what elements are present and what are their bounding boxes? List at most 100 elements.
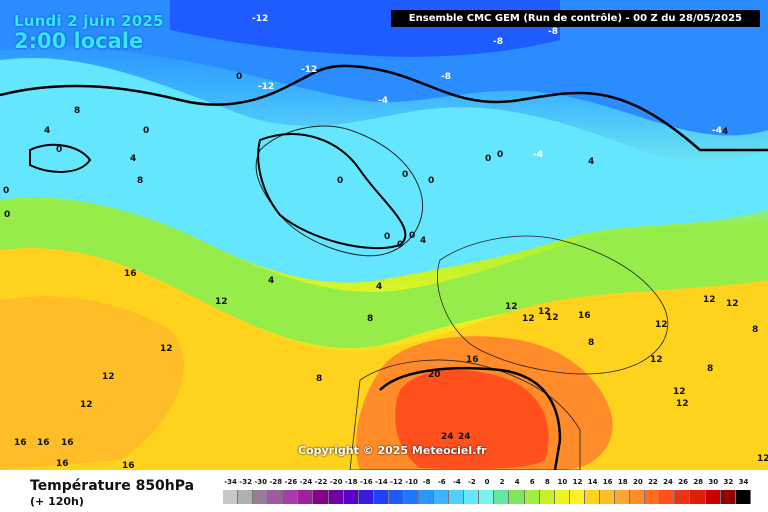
legend-swatch (328, 490, 344, 504)
lead-time: (+ 120h) (30, 495, 84, 508)
legend-ticks: -34 -32 -30 -28 -26 -24 -22 -20 -18 -16 -14 -12 -10-… (223, 478, 751, 488)
legend-swatch (373, 490, 389, 504)
legend-swatch (388, 490, 404, 504)
legend-swatch (449, 490, 465, 504)
legend-swatch (630, 490, 646, 504)
parameter-title: Température 850hPa (30, 478, 195, 494)
temperature-map: Lundi 2 juin 2025 2:00 locale Ensemble C… (0, 0, 768, 470)
isotherm-value-label: 12 (538, 307, 551, 317)
time-label: 2:00 locale (14, 29, 144, 53)
legend-swatch (479, 490, 495, 504)
legend-swatch (358, 490, 374, 504)
isotherm-value-label: 16 (124, 269, 137, 279)
very-hot-zone (395, 369, 549, 470)
legend-tick: 8 (544, 478, 550, 486)
isotherm-value-label: -8 (441, 72, 451, 82)
legend-swatch (419, 490, 435, 504)
legend-tick: 32 (723, 478, 734, 486)
legend-swatch (705, 490, 721, 504)
legend-swatch (494, 490, 510, 504)
legend-swatch (660, 490, 676, 504)
isotherm-value-label: 0 (384, 232, 391, 242)
isotherm-value-label: 12 (102, 372, 115, 382)
legend-tick: 26 (678, 478, 688, 486)
isotherm-value-label: 0 (409, 231, 416, 241)
legend-swatch (584, 490, 600, 504)
isotherm-value-label: 0 (497, 150, 504, 160)
legend-swatch (434, 490, 450, 504)
legend-tick: -2 (468, 478, 476, 486)
color-legend: -34 -32 -30 -28 -26 -24 -22 -20 -18 -16 -14 -12 -10-… (223, 478, 751, 506)
legend-swatch (343, 490, 359, 504)
legend-swatch (690, 490, 706, 504)
isotherm-value-label: 0 (4, 210, 11, 220)
map-canvas (0, 0, 768, 470)
isotherm-value-label: 8 (74, 106, 81, 116)
legend-tick: -28 (269, 478, 283, 486)
isotherm-value-label: 4 (130, 154, 137, 164)
legend-tick: -6 (437, 478, 446, 486)
legend-tick: -30 (254, 478, 268, 486)
isotherm-value-label: -8 (548, 27, 558, 37)
legend-tick: -20 (329, 478, 343, 486)
legend-tick: 14 (587, 478, 598, 486)
isotherm-value-label: 0 (337, 176, 344, 186)
legend-tick: -8 (422, 478, 431, 486)
legend-tick: 12 (572, 478, 583, 486)
isotherm-value-label: 4 (44, 126, 51, 136)
isotherm-value-label: 4 (268, 276, 275, 286)
legend-tick: -22 (314, 478, 328, 486)
isotherm-value-label: 12 (215, 297, 228, 307)
legend-tick: 0 (484, 478, 490, 486)
legend-tick: -24 (299, 478, 313, 486)
legend-color-bar (223, 490, 751, 504)
legend-swatch (615, 490, 631, 504)
legend-tick: 18 (617, 478, 628, 486)
legend-tick: -12 (390, 478, 403, 486)
isotherm-value-label: 16 (56, 459, 69, 469)
isotherm-value-label: 8 (707, 364, 714, 374)
isotherm-value-label: 12 (703, 295, 716, 305)
legend-tick: -14 (375, 478, 388, 486)
isotherm-value-label: 16 (122, 461, 135, 470)
legend-tick: -18 (344, 478, 358, 486)
legend-swatch (539, 490, 555, 504)
legend-tick: 2 (499, 478, 505, 486)
isotherm-value-label: 8 (752, 325, 759, 335)
isotherm-value-label: 16 (578, 311, 591, 321)
isotherm-value-label: 12 (522, 314, 535, 324)
run-info-bar: Ensemble CMC GEM (Run de contrôle) - 00 … (390, 10, 760, 27)
isotherm-value-label: 0 (236, 72, 243, 82)
isotherm-value-label: 12 (505, 302, 518, 312)
isotherm-value-label: 0 (3, 186, 10, 196)
land-outline-africa (349, 359, 581, 470)
legend-tick: 10 (557, 478, 568, 486)
legend-tick: -26 (284, 478, 298, 486)
copyright-text: Copyright © 2025 Meteociel.fr (298, 444, 487, 457)
legend-swatch (735, 490, 751, 504)
legend-tick: -16 (359, 478, 373, 486)
isotherm-value-label: 12 (757, 454, 768, 464)
isotherm-value-label: -12 (258, 82, 275, 92)
isotherm-value-label: 20 (428, 370, 441, 380)
isotherm-value-label: 12 (650, 355, 663, 365)
legend-tick: 4 (514, 478, 520, 486)
warm-zone-west (0, 296, 184, 470)
isotherm-0-loop (257, 133, 407, 250)
legend-tick: -10 (405, 478, 418, 486)
legend-swatch (283, 490, 299, 504)
isotherm-value-label: -8 (493, 37, 503, 47)
isotherm-value-label: 0 (428, 176, 435, 186)
legend-tick: -34 (224, 478, 237, 486)
legend-swatch (720, 490, 736, 504)
legend-tick: 34 (738, 478, 749, 486)
isotherm-value-label: -4 (378, 96, 388, 106)
isotherm-value-label: 0 (397, 240, 404, 250)
isotherm-value-label: 0 (402, 170, 409, 180)
isotherm-value-label: 12 (655, 320, 668, 330)
legend-tick: 6 (529, 478, 535, 486)
legend-tick: -4 (452, 478, 461, 486)
date-label: Lundi 2 juin 2025 (14, 12, 164, 30)
legend-swatch (569, 490, 585, 504)
mild-zone (0, 197, 768, 349)
